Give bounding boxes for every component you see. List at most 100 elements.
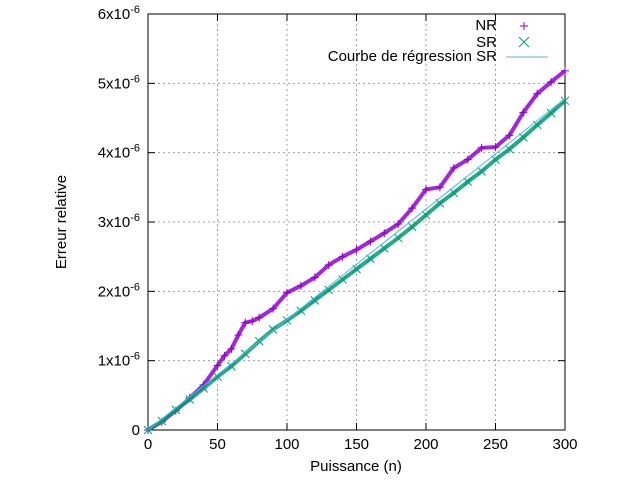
data-point xyxy=(477,143,486,152)
cross-b xyxy=(518,36,530,48)
data-point xyxy=(324,260,333,269)
cross-b xyxy=(393,233,403,243)
data-point xyxy=(518,133,528,142)
data-point xyxy=(366,237,375,246)
y-tick-label: 2x10-6 xyxy=(98,281,140,300)
x-tick-label: 150 xyxy=(344,436,369,453)
cross-b xyxy=(310,295,320,305)
data-point xyxy=(547,77,556,86)
data-point xyxy=(248,317,257,326)
data-point xyxy=(491,143,500,152)
data-point xyxy=(533,89,542,98)
y-tick-label: 1x10-6 xyxy=(98,351,140,370)
legend-marker-sr xyxy=(518,36,530,48)
legend-marker-nr xyxy=(520,22,528,30)
data-point xyxy=(379,243,389,253)
data-point xyxy=(449,163,458,172)
regression-line xyxy=(147,98,566,431)
series-sr xyxy=(143,96,570,435)
data-point xyxy=(505,131,514,140)
plot-frame xyxy=(147,13,566,431)
legend: NR SR Courbe de régression SR xyxy=(328,17,548,65)
data-point xyxy=(296,306,306,316)
cross-b xyxy=(546,108,556,118)
data-point xyxy=(283,288,291,297)
cross-b xyxy=(338,275,347,284)
data-point xyxy=(227,344,236,353)
data-point xyxy=(255,313,264,322)
data-point xyxy=(185,395,195,404)
series-group xyxy=(143,66,570,435)
cross-b xyxy=(449,188,459,198)
cross-b xyxy=(352,264,361,274)
data-point xyxy=(477,167,486,176)
cross-b xyxy=(435,198,445,208)
data-point xyxy=(421,210,431,220)
data-point xyxy=(269,304,278,313)
cross-b xyxy=(518,133,528,142)
data-point xyxy=(310,273,319,282)
cross-b xyxy=(185,395,195,404)
data-point xyxy=(366,254,375,264)
legend-label-regression: Courbe de régression SR xyxy=(328,48,497,65)
cross-b xyxy=(560,96,570,106)
data-point xyxy=(227,361,236,371)
cross-b xyxy=(157,416,167,426)
data-point xyxy=(505,144,514,154)
legend-label-sr: SR xyxy=(476,34,497,51)
data-point xyxy=(157,416,167,426)
data-point xyxy=(213,372,222,381)
data-point xyxy=(561,66,569,75)
cross-b xyxy=(491,155,500,164)
series-nr xyxy=(144,66,569,434)
x-tick-label: 250 xyxy=(483,436,508,453)
grid xyxy=(148,14,565,430)
legend-label-nr: NR xyxy=(475,17,497,34)
cross-b xyxy=(296,306,306,316)
data-point xyxy=(546,108,556,118)
data-point xyxy=(199,384,208,393)
cross-b xyxy=(505,144,514,154)
data-point xyxy=(519,108,528,117)
data-point xyxy=(324,285,334,295)
data-point xyxy=(213,361,222,370)
series-trace xyxy=(146,69,567,432)
cross-b xyxy=(407,222,417,232)
data-point xyxy=(380,229,389,238)
data-point xyxy=(234,331,243,340)
data-point xyxy=(422,185,430,194)
data-point xyxy=(241,318,250,327)
cross-b xyxy=(532,120,542,130)
data-point xyxy=(338,252,347,261)
data-point xyxy=(463,177,473,187)
data-point xyxy=(220,351,229,360)
cross-b xyxy=(227,361,236,371)
data-point xyxy=(393,233,403,243)
legend-cross xyxy=(518,36,530,48)
cross-b xyxy=(171,405,181,415)
data-point xyxy=(394,220,403,229)
data-point xyxy=(560,96,570,106)
data-point xyxy=(408,204,417,213)
data-point xyxy=(310,295,320,305)
cross-b xyxy=(463,177,473,187)
y-tick-label: 3x10-6 xyxy=(98,212,140,231)
x-axis-title: Puissance (n) xyxy=(310,458,402,475)
y-tick-label: 4x10-6 xyxy=(98,143,140,162)
x-tick-label: 50 xyxy=(209,436,226,453)
axis-ticks: 0 50 100 150 200 250 300 0 1x10-6 2x10-6 3x10-6 4x1… xyxy=(98,4,578,453)
y-tick-label: 6x10-6 xyxy=(98,4,140,23)
data-point xyxy=(449,188,459,198)
x-tick-label: 300 xyxy=(552,436,577,453)
data-point xyxy=(407,222,417,232)
series-regression xyxy=(147,98,566,431)
cross-b xyxy=(379,243,389,253)
y-tick-label: 5x10-6 xyxy=(98,73,140,92)
data-point xyxy=(352,245,361,254)
data-point xyxy=(463,155,472,164)
x-tick-label: 0 xyxy=(144,436,152,453)
x-tick-label: 100 xyxy=(274,436,299,453)
data-point xyxy=(296,281,305,290)
legend-plus xyxy=(520,22,528,30)
